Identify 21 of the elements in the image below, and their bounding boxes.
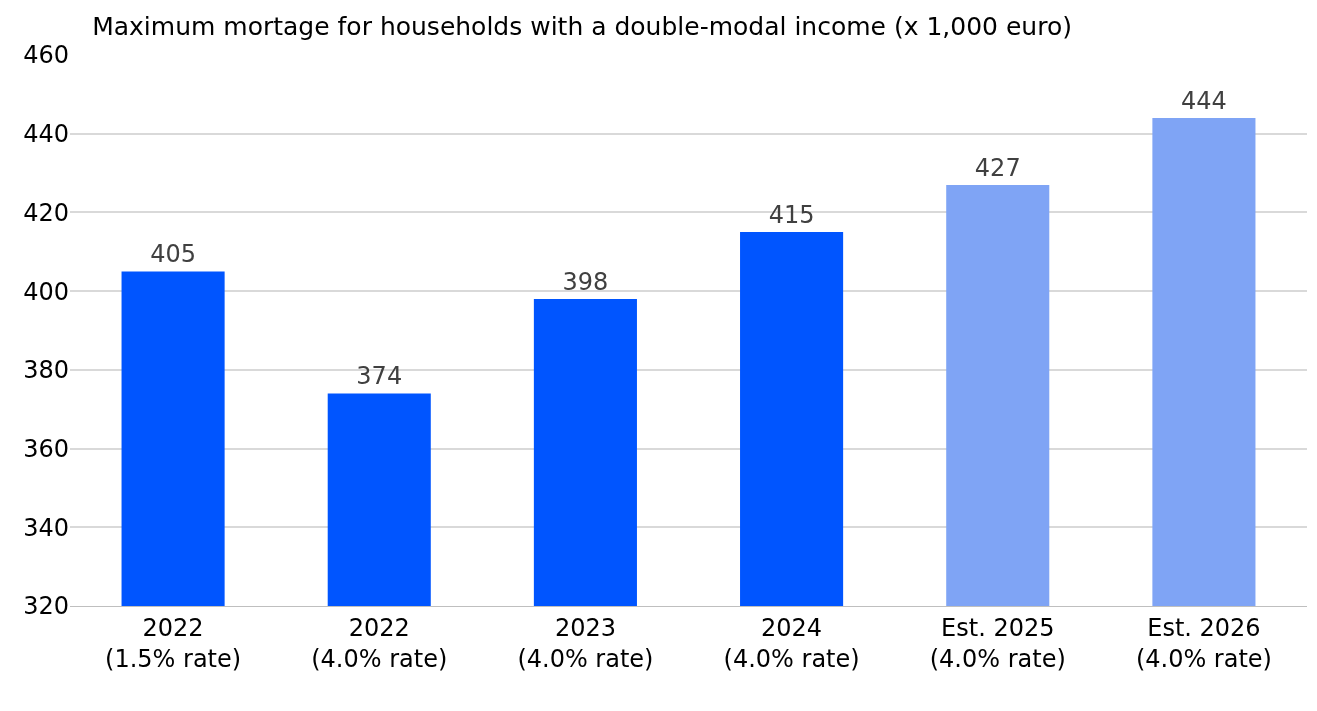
x-tick-label: Est. 2026 (4.0% rate) [1135,613,1272,673]
y-tick-label: 360 [23,434,69,463]
y-tick-label: 420 [23,198,69,227]
data-label: 444 [1181,86,1227,115]
y-tick-label: 400 [23,277,69,306]
data-label: 405 [150,240,196,269]
x-tick-label: 2022 (1.5% rate) [105,613,242,673]
y-tick-label: 440 [23,120,69,149]
y-tick-label: 340 [23,513,69,542]
chart-title: Maximum mortage for households with a double-modal income (x 1,000 euro) [92,12,1072,42]
data-label: 415 [768,201,815,230]
x-tick-label: 2024 (4.0% rate) [723,613,860,673]
x-tick-label: 2023 (4.0% rate) [517,613,654,673]
x-tick-label: 2022 (4.0% rate) [311,613,448,673]
data-label: 374 [356,362,403,391]
data-label: 398 [562,268,609,297]
data-label: 427 [974,153,1021,182]
y-tick-label: 460 [23,41,69,70]
y-tick-label: 380 [23,356,69,385]
y-tick-label: 320 [23,592,69,621]
x-tick-label: Est. 2025 (4.0% rate) [929,613,1066,673]
